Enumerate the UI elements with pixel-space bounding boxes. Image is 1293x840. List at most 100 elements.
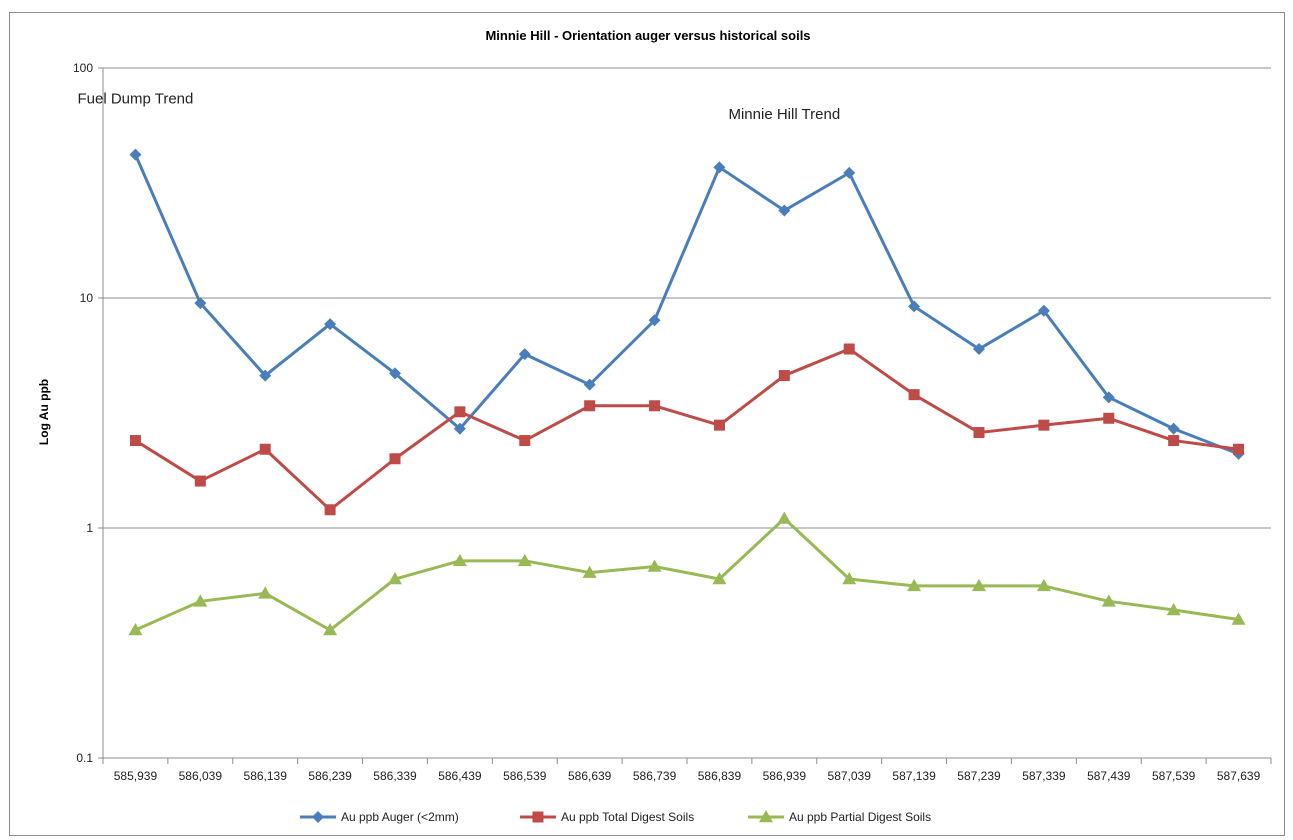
data-point: [259, 369, 272, 382]
x-tick-label: 586,039: [179, 769, 223, 783]
x-tick-label: 587,639: [1217, 769, 1261, 783]
data-point: [649, 400, 661, 412]
data-point: [648, 314, 661, 327]
data-point: [389, 453, 401, 465]
data-point: [842, 572, 857, 585]
data-point: [973, 427, 985, 439]
data-point: [1102, 391, 1115, 404]
x-tick-label: 587,339: [1022, 769, 1066, 783]
data-point: [1231, 612, 1246, 625]
data-point: [1036, 578, 1051, 592]
data-point: [777, 511, 792, 524]
data-point: [1168, 435, 1180, 447]
data-point: [453, 422, 466, 435]
series-line: [134, 516, 1239, 632]
legend-marker: [532, 811, 544, 823]
data-point: [129, 148, 142, 161]
x-tick-label: 586,939: [763, 769, 807, 783]
data-point: [517, 553, 532, 567]
legend-item: Au ppb Auger (<2mm): [300, 810, 459, 824]
data-point: [324, 318, 337, 331]
legend: Au ppb Auger (<2mm) Au ppb Total Digest S…: [300, 810, 931, 824]
data-point: [908, 389, 920, 401]
data-point: [583, 378, 596, 391]
data-point: [129, 435, 141, 447]
legend-label: Au ppb Total Digest Soils: [561, 810, 694, 824]
data-point: [452, 553, 467, 567]
y-axis-label: Log Au ppb: [37, 379, 51, 445]
x-tick-label: 587,139: [892, 769, 936, 783]
data-point: [712, 572, 727, 585]
x-tick-label: 586,839: [698, 769, 742, 783]
data-point: [973, 343, 985, 356]
chart-frame: [9, 12, 1285, 836]
data-point: [908, 300, 921, 313]
data-point: [518, 348, 531, 361]
series-line: [134, 347, 1239, 512]
x-tick-label: 586,739: [633, 769, 677, 783]
legend-item: Au ppb Partial Digest Soils: [748, 810, 931, 824]
data-point: [843, 343, 855, 355]
legend-label: Au ppb Auger (<2mm): [341, 810, 459, 824]
legend-item: Au ppb Total Digest Soils: [520, 810, 694, 824]
series-2: [129, 343, 1245, 516]
series-layer: [128, 148, 1246, 636]
x-tick-label: 586,439: [438, 769, 482, 783]
data-point: [582, 565, 597, 578]
x-tick-label: 586,239: [308, 769, 352, 783]
data-point: [193, 594, 208, 607]
data-point: [259, 443, 271, 455]
x-tick-label: 587,439: [1087, 769, 1131, 783]
data-point: [1167, 422, 1180, 435]
x-tick-label: 586,139: [244, 769, 288, 783]
x-tick-label: 586,539: [503, 769, 547, 783]
data-point: [972, 578, 986, 592]
x-tick-label: 587,239: [957, 769, 1001, 783]
y-tick-label: 10: [80, 291, 94, 305]
chart-annotation: Minnie Hill Trend: [728, 106, 840, 123]
data-point: [1233, 443, 1245, 455]
annotations: Fuel Dump Trend Minnie Hill Trend: [77, 91, 840, 123]
series-3: [128, 511, 1246, 636]
data-point: [389, 367, 401, 380]
series-1: [129, 148, 1245, 460]
x-tick-label: 587,539: [1152, 769, 1196, 783]
legend-label: Au ppb Partial Digest Soils: [789, 810, 931, 824]
x-tick-label: 586,339: [373, 769, 417, 783]
y-tick-label: 100: [73, 61, 93, 75]
data-point: [194, 297, 207, 310]
chart-annotation: Fuel Dump Trend: [77, 91, 193, 108]
chart-title: Minnie Hill - Orientation auger versus h…: [485, 28, 810, 43]
data-point: [647, 559, 662, 572]
y-tick-label: 0.1: [76, 751, 93, 765]
y-tick-label: 1: [86, 521, 93, 535]
gridlines: [103, 67, 1271, 529]
axes: 0.1 1 10 100 585,939 586,039 586,139 586,239 586…: [73, 61, 1272, 783]
data-point: [194, 475, 206, 487]
data-point: [454, 406, 466, 418]
data-point: [1037, 304, 1050, 317]
data-point: [1103, 412, 1115, 424]
data-point: [843, 166, 856, 179]
data-point: [323, 623, 338, 636]
data-point: [907, 578, 922, 592]
data-point: [324, 504, 336, 516]
data-point: [1038, 419, 1050, 431]
data-point: [778, 204, 791, 217]
data-point: [388, 572, 402, 585]
series-line: [134, 154, 1240, 456]
x-tick-label: 587,039: [828, 769, 872, 783]
data-point: [713, 161, 726, 174]
data-point: [778, 370, 790, 382]
data-point: [128, 623, 143, 636]
data-point: [258, 586, 273, 599]
data-point: [713, 419, 725, 431]
x-tick-label: 586,639: [568, 769, 612, 783]
data-point: [1166, 603, 1181, 616]
data-point: [519, 435, 531, 447]
legend-marker: [312, 811, 324, 823]
legend-marker: [759, 810, 773, 823]
x-tick-label: 585,939: [114, 769, 158, 783]
data-point: [584, 400, 596, 412]
